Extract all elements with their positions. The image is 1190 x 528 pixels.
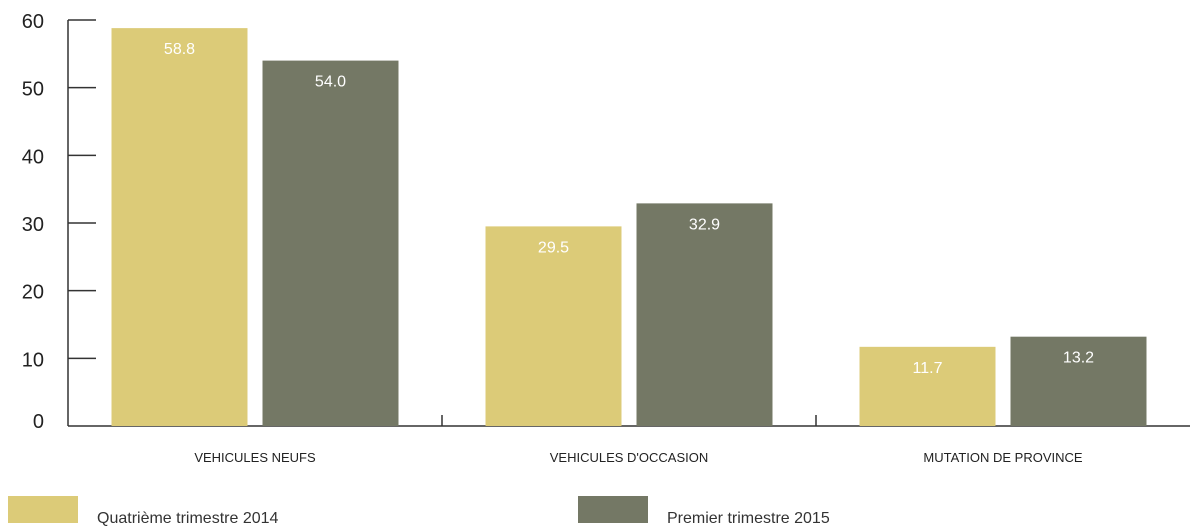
legend-swatch-q1-2015	[578, 496, 648, 523]
y-tick-label: 20	[22, 282, 44, 304]
x-category-label-vehicules-d-occasion: VEHICULES D'OCCASION	[550, 450, 709, 465]
data-label-vehicules-d-occasion-series-1: 32.9	[689, 216, 720, 233]
y-tick-label: 40	[22, 146, 44, 168]
bar-mutation-de-province-series-0	[860, 347, 996, 426]
bar-vehicules-d-occasion-series-1	[637, 203, 773, 426]
bar-vehicules-neufs-series-0	[112, 28, 248, 426]
legend-label-q1-2015: Premier trimestre 2015	[667, 510, 830, 528]
y-tick-label: 10	[22, 349, 44, 371]
data-label-vehicules-neufs-series-1: 54.0	[315, 74, 346, 91]
x-category-label-vehicules-neufs: VEHICULES NEUFS	[194, 450, 316, 465]
x-category-label-mutation-de-province: MUTATION DE PROVINCE	[923, 450, 1082, 465]
y-tick-label: 0	[33, 411, 44, 433]
data-label-mutation-de-province-series-0: 11.7	[913, 360, 943, 377]
data-label-vehicules-neufs-series-0: 58.8	[164, 41, 195, 58]
legend-label-q4-2014: Quatrième trimestre 2014	[97, 510, 278, 528]
y-tick-label: 50	[22, 79, 44, 101]
data-label-mutation-de-province-series-1: 13.2	[1063, 350, 1094, 367]
y-tick-label: 30	[22, 214, 44, 236]
bar-vehicules-neufs-series-1	[263, 61, 399, 426]
data-label-vehicules-d-occasion-series-0: 29.5	[538, 239, 569, 256]
legend-swatch-q4-2014	[8, 496, 78, 523]
bar-chart: 0 10 20 30 40 50 60 58.8 54.0 VEHICULES NEUFS 29.5…	[0, 0, 1190, 490]
y-tick-label: 60	[22, 11, 44, 33]
